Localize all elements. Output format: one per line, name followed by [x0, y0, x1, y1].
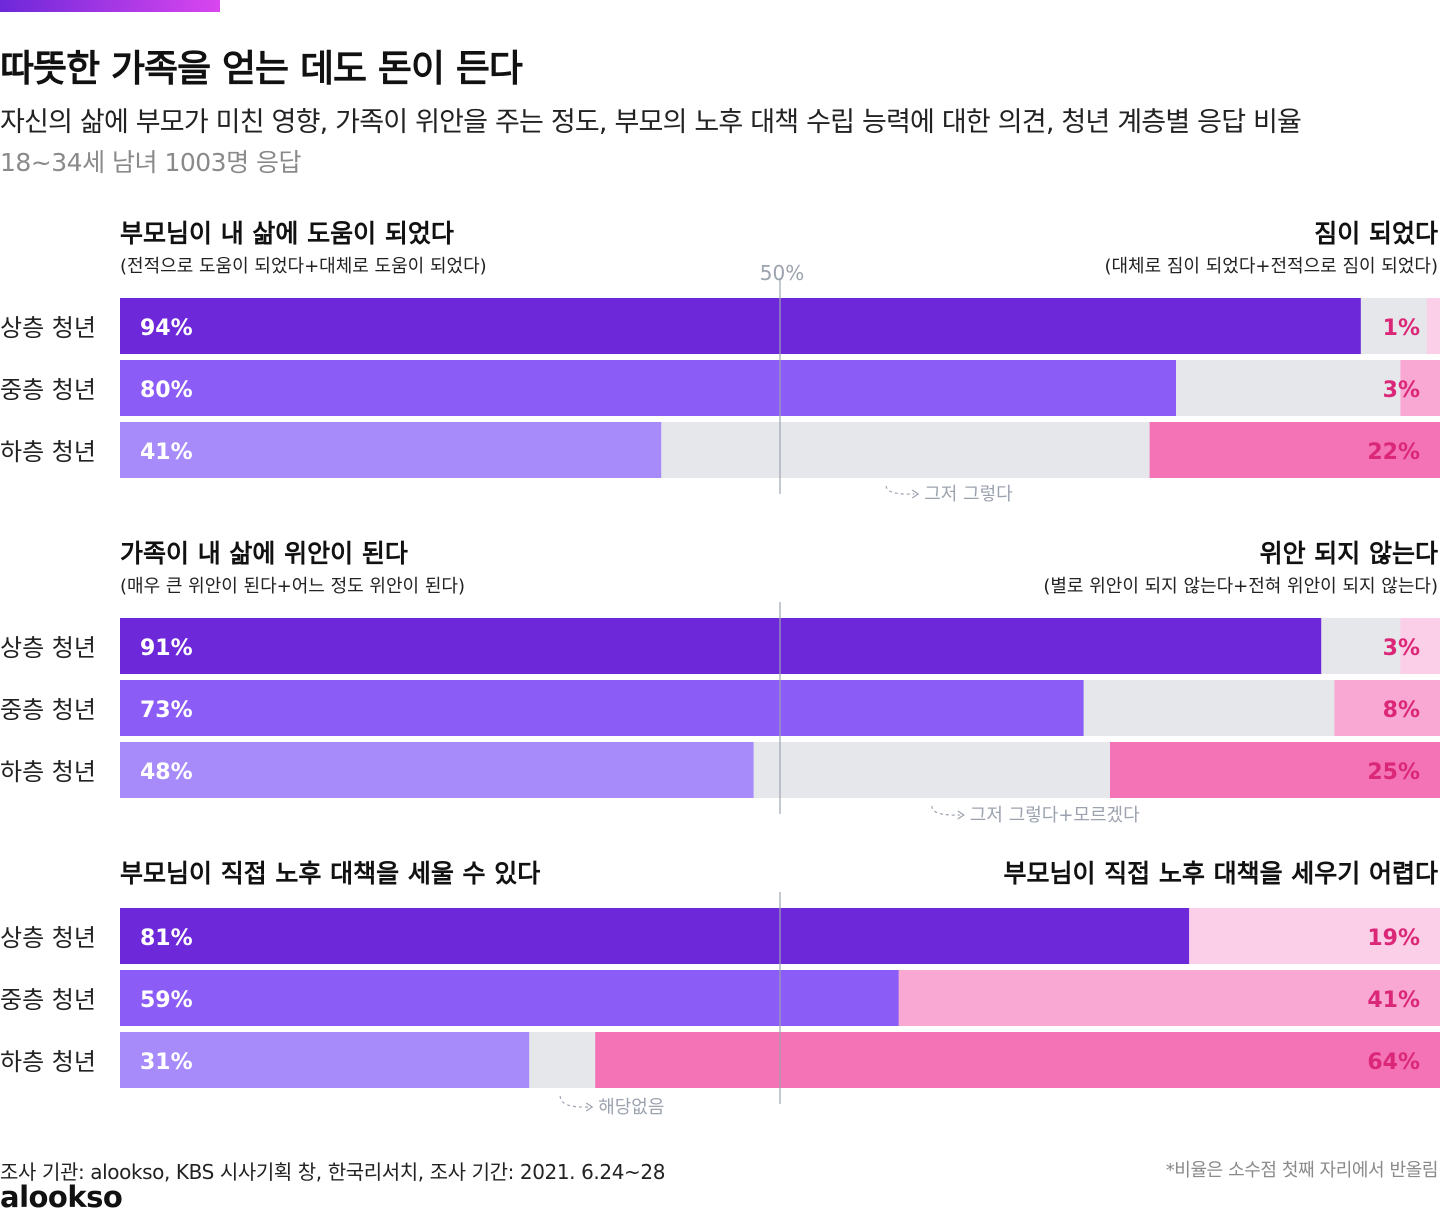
panel-left-title: 부모님이 내 삶에 도움이 되었다: [120, 219, 454, 248]
right-bar-segment: [1149, 422, 1440, 478]
left-bar-segment: [120, 360, 1176, 416]
row-label: 중층 청년: [0, 696, 96, 724]
alookso-logo: alookso: [0, 1180, 123, 1214]
panel-left-subtitle: (매우 큰 위안이 된다+어느 정도 위안이 된다): [120, 576, 465, 597]
panel-left-title: 부모님이 직접 노후 대책을 세울 수 있다: [120, 859, 540, 888]
right-value-label: 19%: [1367, 926, 1420, 951]
panel-right-title: 짐이 되었다: [1314, 219, 1438, 248]
left-bar-segment: [120, 298, 1361, 354]
right-bar-segment: [595, 1032, 1440, 1088]
left-value-label: 73%: [140, 698, 193, 723]
left-value-label: 94%: [140, 316, 193, 341]
right-value-label: 1%: [1383, 316, 1420, 341]
right-bar-segment: [1400, 618, 1440, 674]
right-value-label: 3%: [1383, 636, 1420, 661]
panel-right-subtitle: (대체로 짐이 되었다+전적으로 짐이 되었다): [1104, 256, 1438, 277]
rounding-note: *비율은 소수점 첫째 자리에서 반올림: [1165, 1160, 1439, 1181]
left-bar-segment: [120, 908, 1190, 964]
left-bar-segment: [120, 618, 1322, 674]
row-label: 중층 청년: [0, 376, 96, 404]
panel-right-subtitle: (별로 위안이 되지 않는다+전혀 위안이 되지 않는다): [1043, 576, 1438, 597]
right-value-label: 22%: [1367, 440, 1420, 465]
neutral-annotation-arrowhead: [585, 1102, 594, 1112]
right-bar-segment: [1189, 908, 1440, 964]
left-value-label: 91%: [140, 636, 193, 661]
row-label: 상층 청년: [0, 634, 96, 662]
row-label: 중층 청년: [0, 986, 96, 1014]
left-bar-segment: [120, 1032, 530, 1088]
panel-left-subtitle: (전적으로 도움이 되었다+대체로 도움이 되었다): [120, 256, 487, 277]
right-value-label: 3%: [1383, 378, 1420, 403]
row-label: 하층 청년: [0, 438, 96, 466]
neutral-annotation-arrowhead: [957, 810, 965, 820]
neutral-annotation-arrowhead: [911, 489, 920, 499]
left-value-label: 48%: [140, 760, 193, 785]
left-value-label: 41%: [140, 440, 193, 465]
right-bar-segment: [1400, 360, 1440, 416]
right-value-label: 41%: [1367, 988, 1420, 1013]
left-value-label: 31%: [140, 1050, 193, 1075]
neutral-annotation-label: 해당없음: [598, 1097, 664, 1118]
left-bar-segment: [120, 970, 899, 1026]
left-value-label: 81%: [140, 926, 193, 951]
sample-note: 18~34세 남녀 1003명 응답: [0, 148, 302, 177]
left-value-label: 59%: [140, 988, 193, 1013]
midline-label: 50%: [760, 261, 804, 285]
neutral-annotation-arrow: [931, 805, 960, 816]
survey-source: 조사 기관: alookso, KBS 시사기획 창, 한국리서치, 조사 기간…: [0, 1160, 666, 1184]
right-bar-segment: [1334, 680, 1440, 736]
left-bar-segment: [120, 742, 754, 798]
left-value-label: 80%: [140, 378, 193, 403]
right-value-label: 64%: [1367, 1050, 1420, 1075]
row-label: 하층 청년: [0, 1048, 96, 1076]
neutral-annotation-arrow: [885, 485, 915, 495]
neutral-annotation-label: 그저 그렇다: [924, 484, 1013, 505]
page-subtitle: 자신의 삶에 부모가 미친 영향, 가족이 위안을 주는 정도, 부모의 노후 …: [0, 107, 1302, 138]
row-label: 상층 청년: [0, 924, 96, 952]
panel-right-title: 부모님이 직접 노후 대책을 세우기 어렵다: [1003, 859, 1438, 888]
left-bar-segment: [120, 680, 1084, 736]
right-bar-segment: [898, 970, 1440, 1026]
panel-left-title: 가족이 내 삶에 위안이 된다: [120, 539, 408, 568]
page-title: 따뜻한 가족을 얻는 데도 돈이 든다: [0, 47, 523, 90]
left-bar-segment: [120, 422, 662, 478]
row-label: 상층 청년: [0, 314, 96, 342]
neutral-annotation-arrow: [559, 1095, 589, 1108]
accent-bar: [0, 0, 220, 12]
panel-right-title: 위안 되지 않는다: [1260, 539, 1438, 568]
right-bar-segment: [1110, 742, 1440, 798]
neutral-annotation-label: 그저 그렇다+모르겠다: [970, 805, 1140, 826]
right-bar-segment: [1426, 298, 1440, 354]
row-label: 하층 청년: [0, 758, 96, 786]
right-value-label: 8%: [1383, 698, 1420, 723]
right-value-label: 25%: [1367, 760, 1420, 785]
